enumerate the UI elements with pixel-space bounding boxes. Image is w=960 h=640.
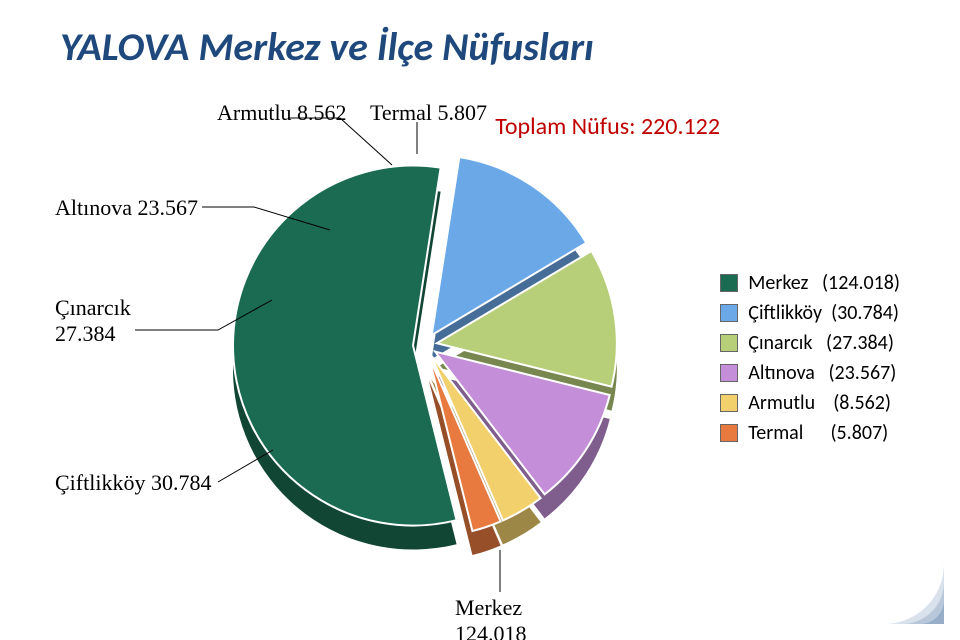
pie-top: [210, 130, 640, 560]
legend-swatch: [720, 424, 738, 442]
label-armutlu: Armutlu 8.562: [217, 100, 347, 126]
legend-item: Altınova (23.567): [720, 361, 900, 385]
legend-label: Armutlu (8.562): [748, 391, 891, 415]
legend-label: Termal (5.807): [748, 421, 888, 445]
label-altinova: Altınova 23.567: [55, 195, 198, 221]
legend: Merkez (124.018) Çiftlikköy (30.784) Çınar…: [720, 265, 900, 451]
legend-label: Çiftlikköy (30.784): [748, 301, 899, 325]
legend-swatch: [720, 364, 738, 382]
legend-label: Çınarcık (27.384): [748, 331, 894, 355]
page-title: YALOVA Merkez ve İlçe Nüfusları: [60, 22, 594, 71]
pie-chart: [210, 130, 640, 560]
legend-swatch: [720, 334, 738, 352]
legend-item: Armutlu (8.562): [720, 391, 900, 415]
legend-item: Termal (5.807): [720, 421, 900, 445]
slice-merkez: [233, 166, 457, 526]
label-ciftlikkoy: Çiftlikköy 30.784: [55, 470, 211, 496]
legend-swatch: [720, 274, 738, 292]
label-termal: Termal 5.807: [370, 100, 487, 126]
legend-item: Çınarcık (27.384): [720, 331, 900, 355]
corner-decoration: [884, 564, 944, 624]
label-cinarcik: Çınarcık 27.384: [55, 295, 131, 347]
legend-label: Altınova (23.567): [748, 361, 896, 385]
legend-item: Merkez (124.018): [720, 271, 900, 295]
legend-swatch: [720, 394, 738, 412]
legend-swatch: [720, 304, 738, 322]
legend-item: Çiftlikköy (30.784): [720, 301, 900, 325]
legend-label: Merkez (124.018): [748, 271, 900, 295]
label-merkez: Merkez 124.018: [455, 595, 527, 640]
